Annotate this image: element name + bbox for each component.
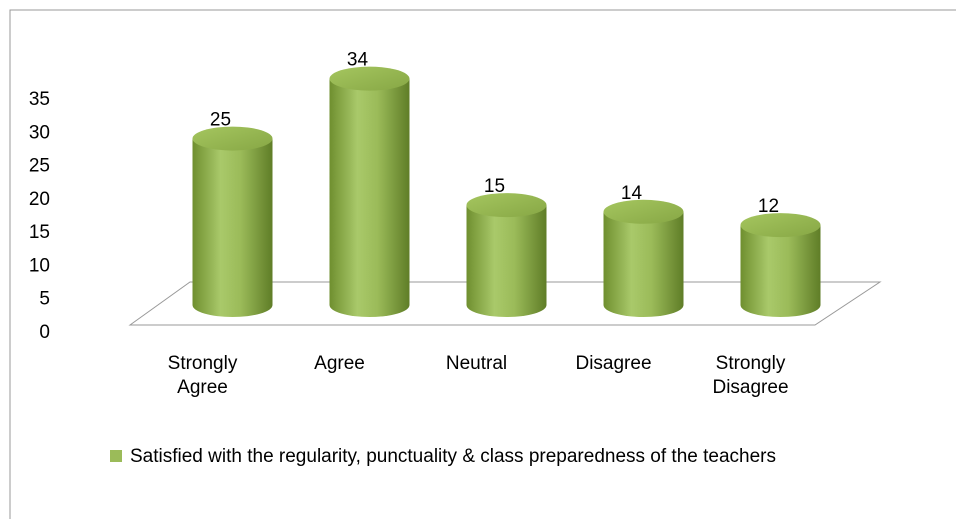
data-label: 14 xyxy=(621,183,643,204)
cylinder-body xyxy=(603,211,684,317)
y-tick-label: 5 xyxy=(39,289,50,310)
y-tick-label: 35 xyxy=(29,89,50,110)
x-tick-label: Agree xyxy=(314,353,365,374)
floor xyxy=(128,281,882,326)
data-label: 25 xyxy=(210,110,231,131)
bar xyxy=(740,213,821,317)
legend-label: Satisfied with the regularity, punctuali… xyxy=(130,446,776,467)
bar xyxy=(603,199,684,317)
cylinder-body xyxy=(192,138,273,317)
bar xyxy=(192,126,273,317)
data-label: 12 xyxy=(758,196,779,217)
bar xyxy=(329,66,410,318)
cylinder-top xyxy=(192,126,273,151)
cylinder-top xyxy=(603,199,684,224)
frame xyxy=(9,9,956,519)
y-tick-label: 15 xyxy=(29,222,50,243)
bar xyxy=(466,193,547,317)
legend: Satisfied with the regularity, punctuali… xyxy=(110,443,890,471)
legend-swatch xyxy=(110,450,122,462)
data-label: 34 xyxy=(347,50,369,71)
x-tick-label: Strongly Disagree xyxy=(712,353,789,398)
cylinder-body xyxy=(466,205,547,317)
data-label: 15 xyxy=(484,176,505,197)
y-tick-label: 10 xyxy=(29,255,50,276)
cylinder-body xyxy=(740,225,821,317)
x-tick-label: Strongly Agree xyxy=(167,353,238,398)
x-tick-label: Neutral xyxy=(445,353,508,374)
cylinder-top xyxy=(740,213,821,238)
y-tick-label: 0 xyxy=(39,322,50,343)
cylinder-body xyxy=(329,78,410,318)
y-tick-label: 30 xyxy=(29,122,50,143)
cylinder-top xyxy=(329,66,410,91)
y-tick-label: 25 xyxy=(29,156,50,177)
cylinder-top xyxy=(466,193,547,218)
x-tick-label: Disagree xyxy=(575,353,652,374)
y-tick-label: 20 xyxy=(29,189,50,210)
